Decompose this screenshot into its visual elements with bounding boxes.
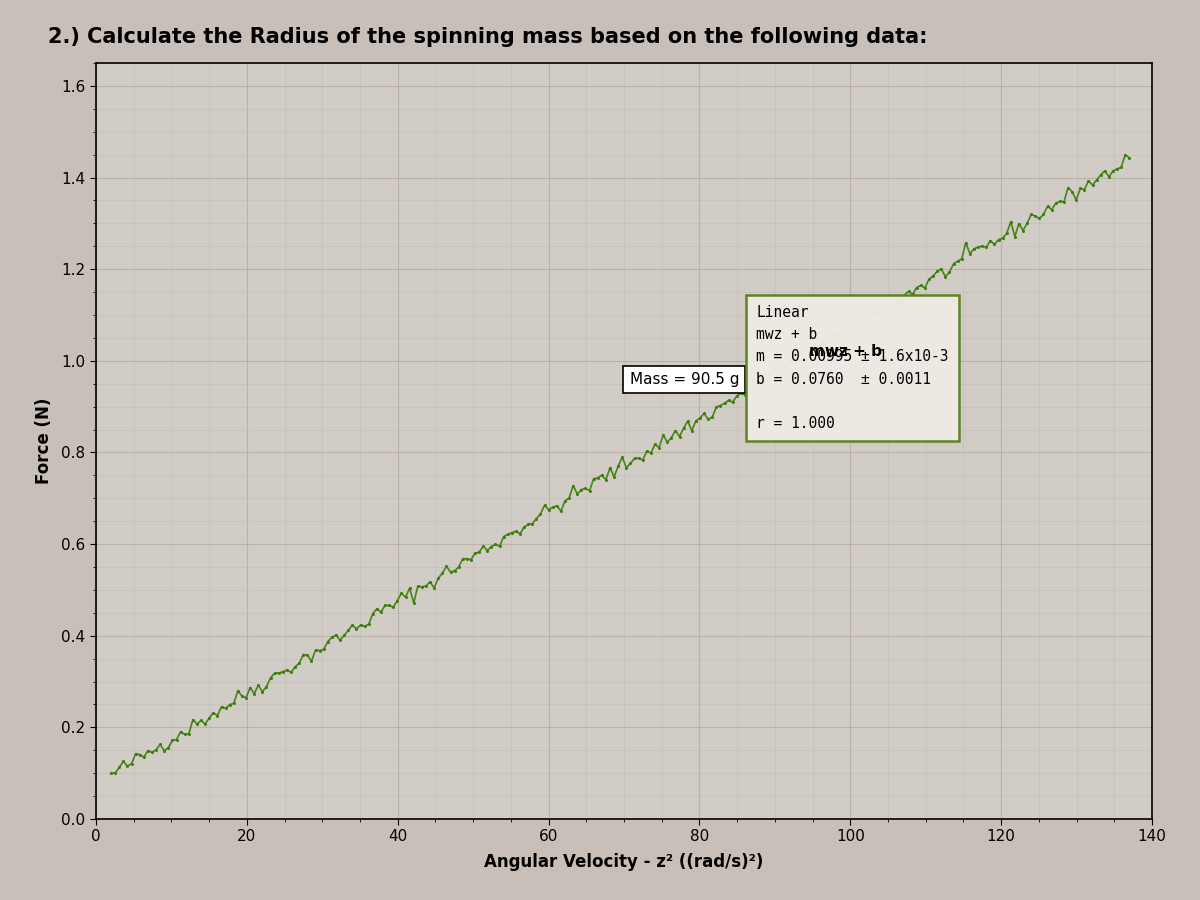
Y-axis label: Force (N): Force (N) <box>35 398 53 484</box>
Text: mwz + b: mwz + b <box>809 344 882 359</box>
Text: Linear
mwz + b
m = 0.00995 ± 1.6x10-3
b = 0.0760  ± 0.0011

r = 1.000: Linear mwz + b m = 0.00995 ± 1.6x10-3 b … <box>756 305 948 431</box>
X-axis label: Angular Velocity - z² ((rad/s)²): Angular Velocity - z² ((rad/s)²) <box>485 853 763 871</box>
Text: 2.) Calculate the Radius of the spinning mass based on the following data:: 2.) Calculate the Radius of the spinning… <box>48 27 928 47</box>
Text: Mass = 90.5 g: Mass = 90.5 g <box>630 372 739 387</box>
